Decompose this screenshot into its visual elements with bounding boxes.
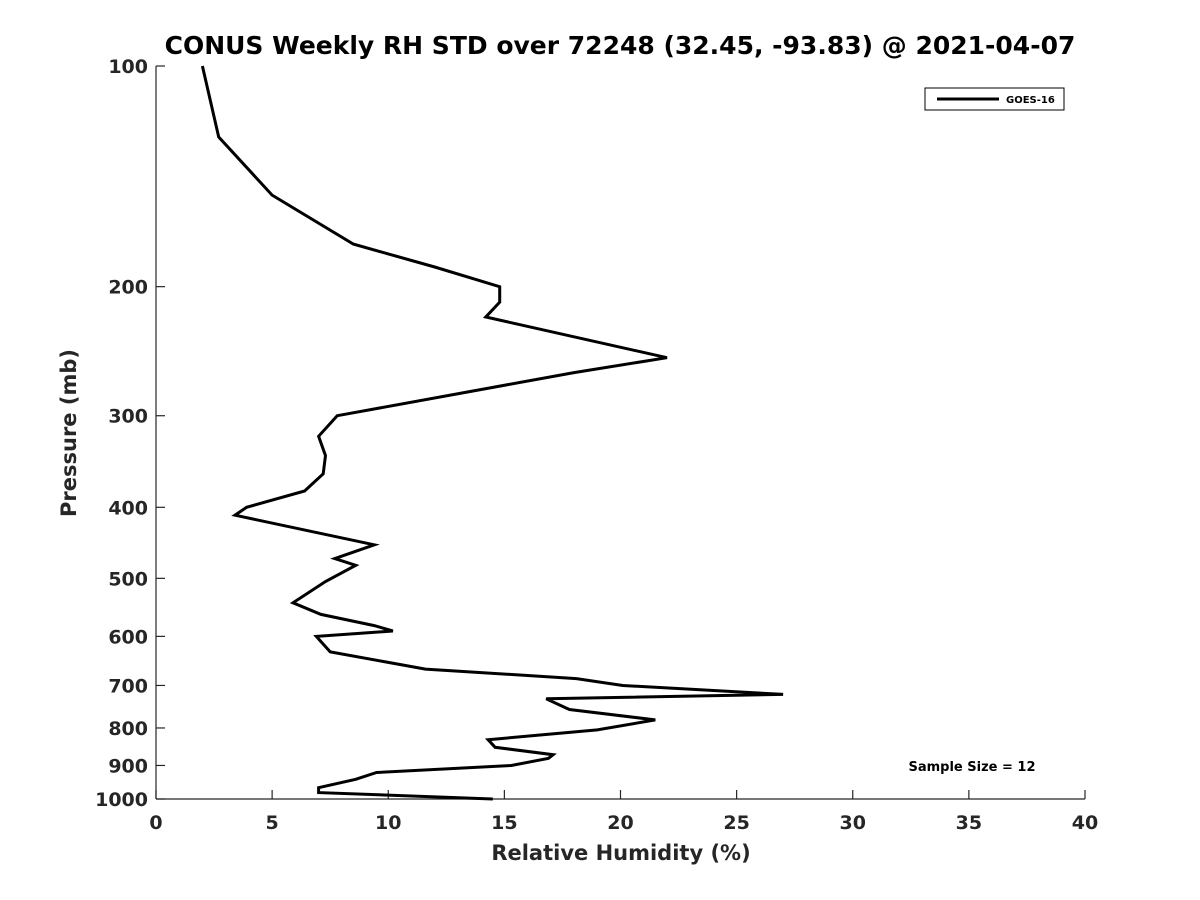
- y-tick-label: 700: [108, 675, 148, 697]
- x-tick-label: 25: [723, 812, 749, 834]
- x-tick-label: 30: [840, 812, 866, 834]
- y-axis-label: Pressure (mb): [57, 349, 81, 517]
- x-tick-label: 40: [1072, 812, 1098, 834]
- y-tick-label: 600: [108, 626, 148, 648]
- x-tick-label: 15: [491, 812, 517, 834]
- plot-area: 0 5 10 15 20 25 30 35 40 100 200 300 400 500 600 700 800…: [95, 56, 1098, 834]
- legend: GOES-16: [924, 87, 1065, 111]
- y-tick-label: 400: [108, 497, 148, 519]
- y-tick-label: 100: [108, 56, 148, 78]
- sample-size-annotation: Sample Size = 12: [908, 760, 1035, 775]
- x-tick-label: 10: [375, 812, 401, 834]
- x-axis-label: Relative Humidity (%): [491, 841, 750, 865]
- legend-label: GOES-16: [1006, 95, 1055, 106]
- y-tick-label: 200: [108, 277, 148, 299]
- x-tick-label: 5: [266, 812, 279, 834]
- y-tick-label: 500: [108, 568, 148, 590]
- y-tick-label: 800: [108, 718, 148, 740]
- series-line-goes-16: [200, 65, 784, 801]
- y-tick-label: 1000: [95, 789, 148, 811]
- y-tick-label: 900: [108, 755, 148, 777]
- y-tick-label: 300: [108, 406, 148, 428]
- chart-title: CONUS Weekly RH STD over 72248 (32.45, -…: [165, 31, 1076, 60]
- x-tick-label: 0: [149, 812, 162, 834]
- x-tick-label: 20: [607, 812, 633, 834]
- x-tick-label: 35: [956, 812, 982, 834]
